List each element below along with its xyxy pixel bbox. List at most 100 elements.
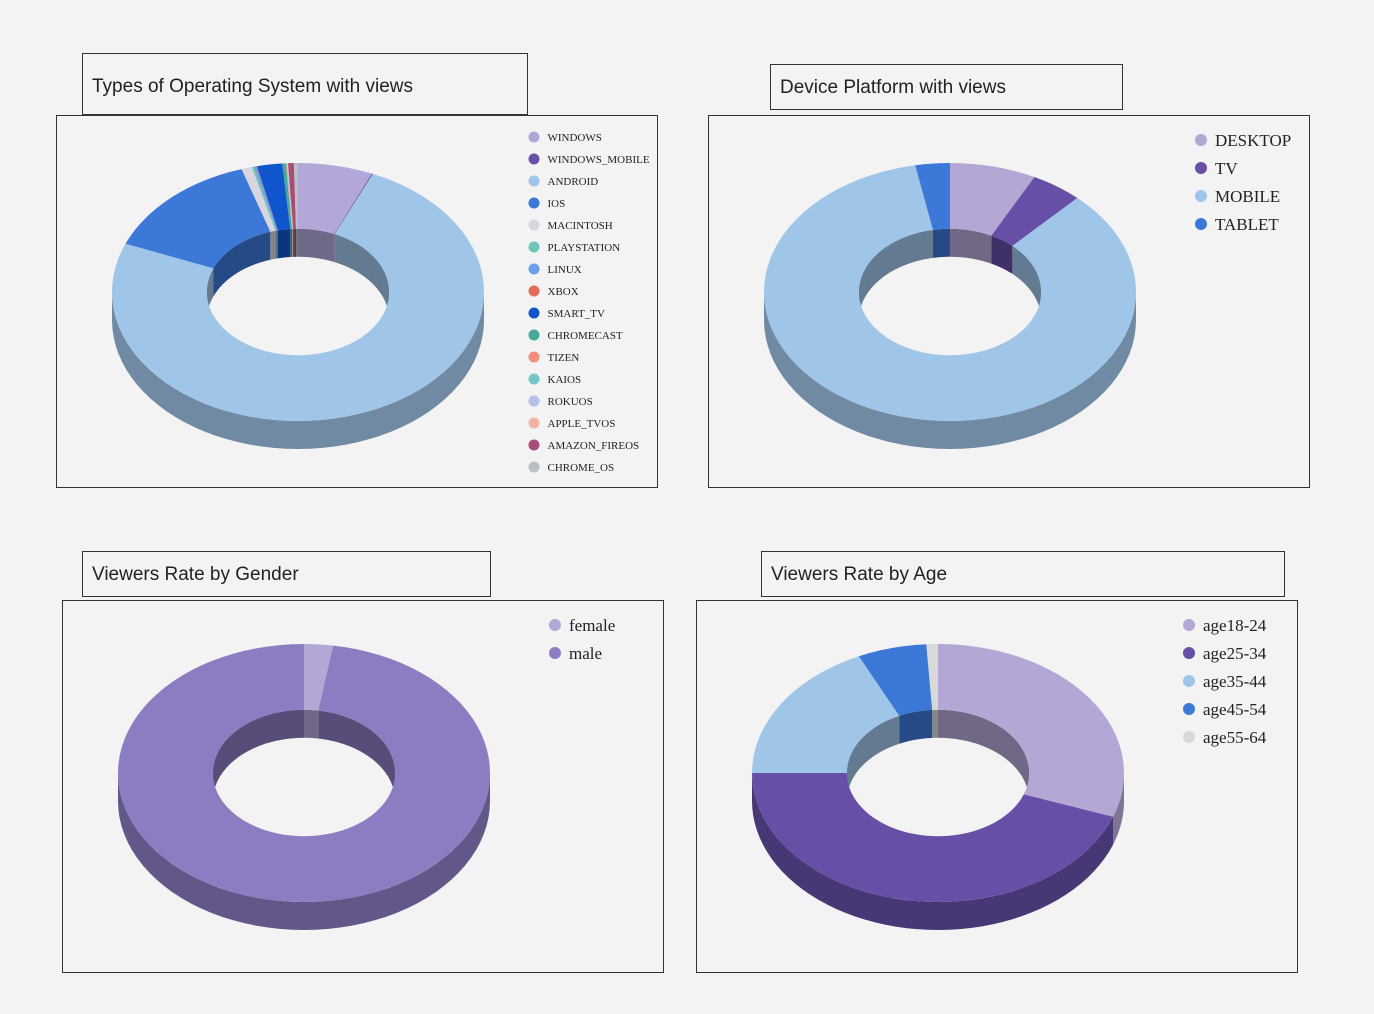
slice-apple-tvos[interactable] [287,163,294,229]
legend-label-smart-tv[interactable]: SMART_TV [548,308,605,320]
legend-marker-desktop[interactable] [1195,134,1207,146]
legend-marker-age55-64[interactable] [1183,731,1195,743]
slice-amazon-fireos[interactable] [288,163,296,229]
slice-inner-wall-amazon-fireos [293,228,296,257]
legend-marker-ios[interactable] [528,197,540,209]
legend-label-rokuos[interactable]: ROKUOS [548,396,593,408]
legend-label-playstation[interactable]: PLAYSTATION [548,242,621,254]
slice-chrome-os[interactable] [293,163,298,229]
slice-windows-mobile[interactable] [334,173,373,235]
slice-tizen[interactable] [285,163,293,229]
legend-label-amazon-fireos[interactable]: AMAZON_FIREOS [548,440,640,452]
legend-marker-windows[interactable] [528,131,540,143]
legend-marker-tablet[interactable] [1195,218,1207,230]
slice-smart-tv[interactable] [256,163,291,231]
legend-marker-male[interactable] [549,647,561,659]
slice-macintosh[interactable] [241,167,276,232]
legend-marker-windows-mobile[interactable] [528,153,540,165]
legend-label-linux[interactable]: LINUX [548,264,582,276]
legend-label-apple-tvos[interactable]: APPLE_TVOS [548,418,616,430]
slice-playstation[interactable] [251,166,277,231]
slice-chromecast[interactable] [282,163,292,230]
legend-label-windows-mobile[interactable]: WINDOWS_MOBILE [548,154,650,166]
age-chart-title: Viewers Rate by Age [761,551,1285,597]
legend-marker-age45-54[interactable] [1183,703,1195,715]
legend-label-ios[interactable]: IOS [548,198,566,210]
legend-label-desktop[interactable]: DESKTOP [1215,131,1291,150]
slice-windows[interactable] [298,163,372,234]
slice-tv[interactable] [991,177,1078,246]
legend-marker-mobile[interactable] [1195,190,1207,202]
legend-marker-linux[interactable] [528,263,540,275]
slice-inner-wall-windows-mobile [334,233,335,263]
legend-label-mobile[interactable]: MOBILE [1215,187,1280,206]
legend-marker-smart-tv[interactable] [528,307,540,319]
legend-label-windows[interactable]: WINDOWS [548,132,602,144]
legend-label-chrome-os[interactable]: CHROME_OS [548,462,615,474]
legend-marker-xbox[interactable] [528,285,540,297]
legend: female male [549,616,615,663]
legend-label-age55-64[interactable]: age55-64 [1203,728,1267,747]
slice-inner-wall-windows [298,228,335,262]
legend-label-android[interactable]: ANDROID [548,176,599,188]
legend-label-macintosh[interactable]: MACINTOSH [548,220,613,232]
legend-label-male[interactable]: male [569,644,602,663]
slice-male[interactable] [118,644,490,902]
gender-chart-title-text: Viewers Rate by Gender [92,564,299,585]
slice-desktop[interactable] [950,163,1035,236]
slice-inner-wall-playstation [275,230,277,259]
legend-label-age25-34[interactable]: age25-34 [1203,644,1267,663]
slice-age55-64[interactable] [926,644,938,710]
slice-mobile[interactable] [764,165,1136,421]
legend-marker-macintosh[interactable] [528,219,540,231]
slice-inner-wall-age45-54 [899,709,933,744]
legend-marker-tizen[interactable] [528,351,540,363]
legend-marker-female[interactable] [549,619,561,631]
legend-label-age45-54[interactable]: age45-54 [1203,700,1267,719]
legend-marker-age25-34[interactable] [1183,647,1195,659]
legend-marker-age35-44[interactable] [1183,675,1195,687]
slice-kaios[interactable] [286,163,293,229]
legend-label-age18-24[interactable]: age18-24 [1203,616,1267,635]
slice-female[interactable] [304,644,334,711]
slice-age18-24[interactable] [938,644,1124,817]
legend-label-tv[interactable]: TV [1215,159,1238,178]
slice-ios[interactable] [125,169,271,269]
slice-inner-wall-chrome-os [296,228,298,257]
legend-marker-kaios[interactable] [528,373,540,385]
legend-marker-android[interactable] [528,175,540,187]
slice-tablet[interactable] [915,163,950,230]
legend: DESKTOP TV MOBILE TABLET [1195,131,1291,234]
legend-label-tablet[interactable]: TABLET [1215,215,1279,234]
gender-chart-svg: female male [118,616,615,930]
os-chart-svg: WINDOWS WINDOWS_MOBILE ANDROID IOS MACINTOSH… [112,131,650,474]
slice-android[interactable] [112,173,484,421]
slice-inner-wall-male [212,709,304,801]
legend: age18-24 age25-34 age35-44 age45-54 age55-64 [1183,616,1267,747]
legend-marker-chromecast[interactable] [528,329,540,341]
legend-label-xbox[interactable]: XBOX [548,286,579,298]
slice-age35-44[interactable] [752,656,900,773]
os-chart-title: Types of Operating System with views [82,53,528,115]
slice-inner-wall-ios [213,231,271,297]
os-chart-title-text: Types of Operating System with views [92,76,414,97]
slice-age25-34[interactable] [752,773,1113,902]
legend-marker-rokuos[interactable] [528,395,540,407]
legend-label-chromecast[interactable]: CHROMECAST [548,330,623,342]
slice-age45-54[interactable] [858,644,933,716]
legend-label-tizen[interactable]: TIZEN [548,352,580,364]
legend-marker-amazon-fireos[interactable] [528,439,540,451]
legend-marker-tv[interactable] [1195,162,1207,174]
legend-marker-chrome-os[interactable] [528,461,540,473]
slice-rokuos[interactable] [286,163,293,229]
legend-marker-age18-24[interactable] [1183,619,1195,631]
legend-label-kaios[interactable]: KAIOS [548,374,582,386]
slice-inner-wall-android [334,234,390,320]
slice-side-male [118,773,490,930]
slice-xbox[interactable] [256,166,278,231]
legend-label-age35-44[interactable]: age35-44 [1203,672,1267,691]
legend-marker-apple-tvos[interactable] [528,417,540,429]
slice-linux[interactable] [254,166,278,231]
legend-marker-playstation[interactable] [528,241,540,253]
legend-label-female[interactable]: female [569,616,615,635]
